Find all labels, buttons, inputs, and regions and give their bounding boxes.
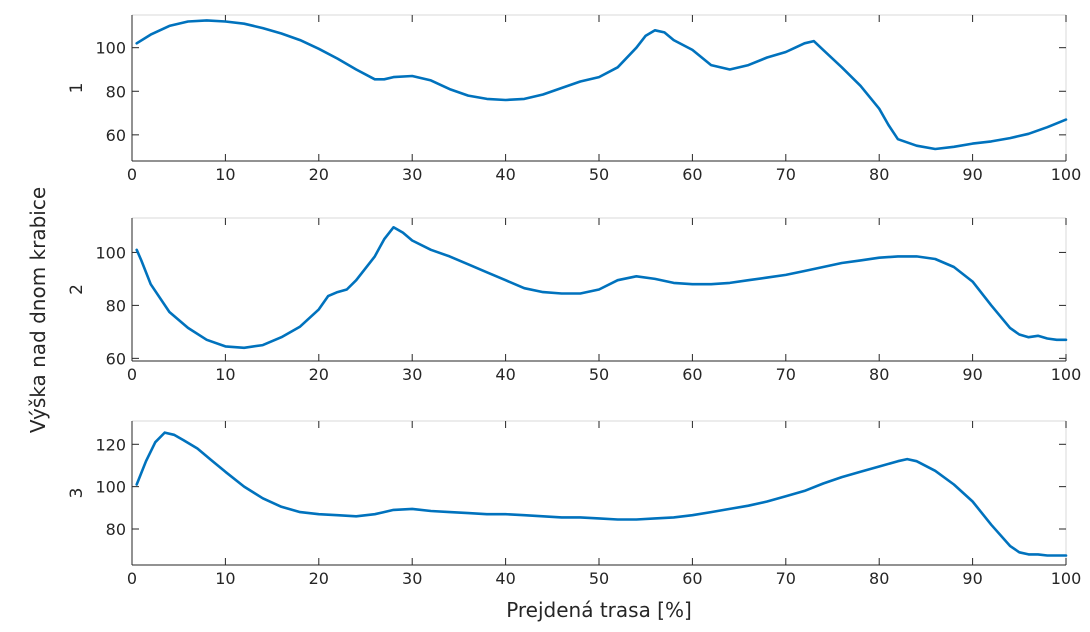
x-tick-label: 70 <box>776 165 796 184</box>
y-tick-label: 80 <box>106 296 126 315</box>
x-tick-label: 70 <box>776 569 796 588</box>
y-tick-label: 60 <box>106 126 126 145</box>
x-tick-label: 80 <box>869 569 889 588</box>
y-tick-label: 80 <box>106 82 126 101</box>
y-tick-label: 80 <box>106 520 126 539</box>
series-line-1 <box>135 19 1068 151</box>
x-tick-label: 20 <box>309 365 329 384</box>
x-tick-label: 90 <box>962 569 982 588</box>
x-tick-label: 20 <box>309 165 329 184</box>
x-tick-label: 0 <box>127 165 137 184</box>
x-tick-label: 0 <box>127 569 137 588</box>
x-tick-label: 10 <box>215 569 235 588</box>
x-tick-label: 30 <box>402 569 422 588</box>
y-tick-label: 100 <box>95 39 126 58</box>
series-line-2 <box>135 226 1068 350</box>
x-tick-label: 100 <box>1051 165 1082 184</box>
panel-1-label: 1 <box>67 83 87 94</box>
y-axis-title: Výška nad dnom krabice <box>26 187 50 433</box>
x-tick-label: 80 <box>869 365 889 384</box>
y-tick-label: 60 <box>106 349 126 368</box>
y-tick-label: 120 <box>95 435 126 454</box>
x-tick-label: 50 <box>589 569 609 588</box>
y-tick-label: 100 <box>95 243 126 262</box>
x-tick-label: 10 <box>215 165 235 184</box>
x-tick-label: 30 <box>402 165 422 184</box>
x-tick-label: 40 <box>495 569 515 588</box>
x-tick-label: 50 <box>589 365 609 384</box>
x-tick-label: 40 <box>495 165 515 184</box>
x-tick-label: 50 <box>589 165 609 184</box>
x-tick-label: 80 <box>869 165 889 184</box>
panel-2-label: 2 <box>67 284 87 295</box>
x-tick-label: 30 <box>402 365 422 384</box>
x-tick-label: 20 <box>309 569 329 588</box>
y-tick-label: 100 <box>95 478 126 497</box>
x-tick-label: 40 <box>495 365 515 384</box>
x-tick-label: 60 <box>682 165 702 184</box>
x-tick-label: 90 <box>962 365 982 384</box>
x-tick-label: 60 <box>682 569 702 588</box>
panel-3-label: 3 <box>67 488 87 499</box>
x-tick-label: 60 <box>682 365 702 384</box>
series-line-3 <box>135 431 1068 557</box>
x-axis-title: Prejdená trasa [%] <box>506 598 692 622</box>
x-tick-label: 70 <box>776 365 796 384</box>
x-tick-label: 100 <box>1051 365 1082 384</box>
x-tick-label: 90 <box>962 165 982 184</box>
x-tick-label: 0 <box>127 365 137 384</box>
x-tick-label: 10 <box>215 365 235 384</box>
x-tick-label: 100 <box>1051 569 1082 588</box>
